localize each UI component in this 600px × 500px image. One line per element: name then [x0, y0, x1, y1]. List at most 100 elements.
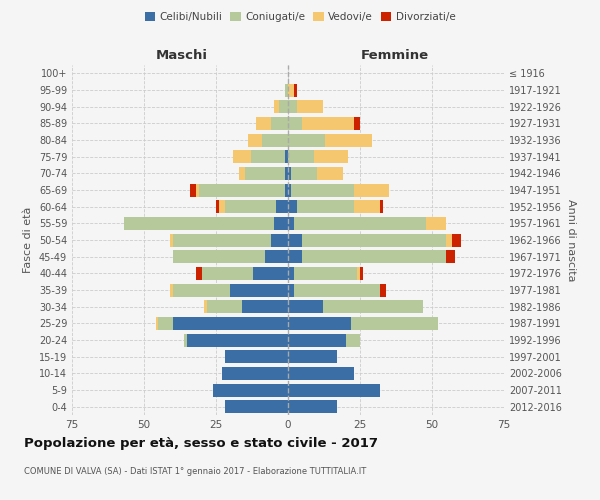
- Bar: [274, 217, 288, 230]
- Bar: [265, 250, 288, 263]
- Bar: [302, 117, 354, 130]
- Y-axis label: Anni di nascita: Anni di nascita: [566, 198, 575, 281]
- Bar: [274, 100, 280, 113]
- Bar: [296, 100, 323, 113]
- Bar: [294, 217, 426, 230]
- Bar: [196, 267, 202, 280]
- Bar: [205, 300, 208, 313]
- Bar: [288, 84, 294, 96]
- Bar: [288, 217, 294, 230]
- Text: COMUNE DI VALVA (SA) - Dati ISTAT 1° gennaio 2017 - Elaborazione TUTTITALIA.IT: COMUNE DI VALVA (SA) - Dati ISTAT 1° gen…: [24, 468, 366, 476]
- Bar: [288, 367, 354, 380]
- Bar: [196, 184, 199, 196]
- Bar: [288, 250, 302, 263]
- Bar: [288, 184, 291, 196]
- Bar: [354, 117, 360, 130]
- Bar: [288, 400, 337, 413]
- Bar: [173, 317, 288, 330]
- Bar: [354, 184, 389, 196]
- Bar: [288, 150, 314, 163]
- Bar: [170, 284, 173, 296]
- Bar: [208, 300, 242, 313]
- Bar: [296, 200, 354, 213]
- Bar: [239, 167, 245, 180]
- Bar: [288, 284, 294, 296]
- Bar: [288, 167, 291, 180]
- Bar: [155, 317, 158, 330]
- Bar: [302, 234, 446, 246]
- Bar: [302, 250, 446, 263]
- Bar: [288, 350, 337, 363]
- Bar: [158, 317, 173, 330]
- Bar: [294, 84, 296, 96]
- Bar: [325, 134, 371, 146]
- Bar: [288, 317, 352, 330]
- Bar: [291, 167, 317, 180]
- Bar: [285, 150, 288, 163]
- Bar: [426, 217, 446, 230]
- Bar: [288, 117, 302, 130]
- Bar: [323, 300, 424, 313]
- Bar: [288, 200, 296, 213]
- Bar: [288, 134, 325, 146]
- Bar: [288, 334, 346, 346]
- Bar: [446, 250, 455, 263]
- Bar: [224, 350, 288, 363]
- Bar: [173, 250, 265, 263]
- Bar: [285, 184, 288, 196]
- Text: Femmine: Femmine: [361, 48, 428, 62]
- Bar: [294, 284, 380, 296]
- Bar: [253, 267, 288, 280]
- Bar: [173, 284, 230, 296]
- Bar: [251, 150, 285, 163]
- Bar: [224, 200, 277, 213]
- Bar: [352, 317, 438, 330]
- Bar: [170, 234, 173, 246]
- Bar: [317, 167, 343, 180]
- Bar: [314, 150, 349, 163]
- Bar: [288, 300, 323, 313]
- Bar: [190, 184, 196, 196]
- Bar: [271, 117, 288, 130]
- Y-axis label: Fasce di età: Fasce di età: [23, 207, 33, 273]
- Bar: [213, 384, 288, 396]
- Bar: [288, 100, 296, 113]
- Bar: [354, 200, 380, 213]
- Bar: [187, 334, 288, 346]
- Bar: [285, 84, 288, 96]
- Bar: [233, 150, 251, 163]
- Bar: [224, 400, 288, 413]
- Bar: [346, 334, 360, 346]
- Bar: [277, 200, 288, 213]
- Bar: [202, 267, 253, 280]
- Bar: [294, 267, 357, 280]
- Bar: [230, 284, 288, 296]
- Legend: Celibi/Nubili, Coniugati/e, Vedovi/e, Divorziati/e: Celibi/Nubili, Coniugati/e, Vedovi/e, Di…: [140, 8, 460, 26]
- Bar: [256, 117, 271, 130]
- Bar: [124, 217, 274, 230]
- Bar: [380, 200, 383, 213]
- Bar: [288, 267, 294, 280]
- Bar: [280, 100, 288, 113]
- Bar: [173, 234, 271, 246]
- Bar: [271, 234, 288, 246]
- Bar: [262, 134, 288, 146]
- Bar: [248, 134, 262, 146]
- Bar: [285, 167, 288, 180]
- Bar: [222, 367, 288, 380]
- Bar: [446, 234, 452, 246]
- Bar: [357, 267, 360, 280]
- Bar: [288, 384, 380, 396]
- Bar: [199, 184, 285, 196]
- Bar: [380, 284, 386, 296]
- Bar: [219, 200, 224, 213]
- Bar: [216, 200, 219, 213]
- Bar: [245, 167, 285, 180]
- Bar: [288, 234, 302, 246]
- Bar: [452, 234, 461, 246]
- Bar: [184, 334, 187, 346]
- Text: Popolazione per età, sesso e stato civile - 2017: Popolazione per età, sesso e stato civil…: [24, 438, 378, 450]
- Text: Maschi: Maschi: [155, 48, 208, 62]
- Bar: [291, 184, 354, 196]
- Bar: [360, 267, 363, 280]
